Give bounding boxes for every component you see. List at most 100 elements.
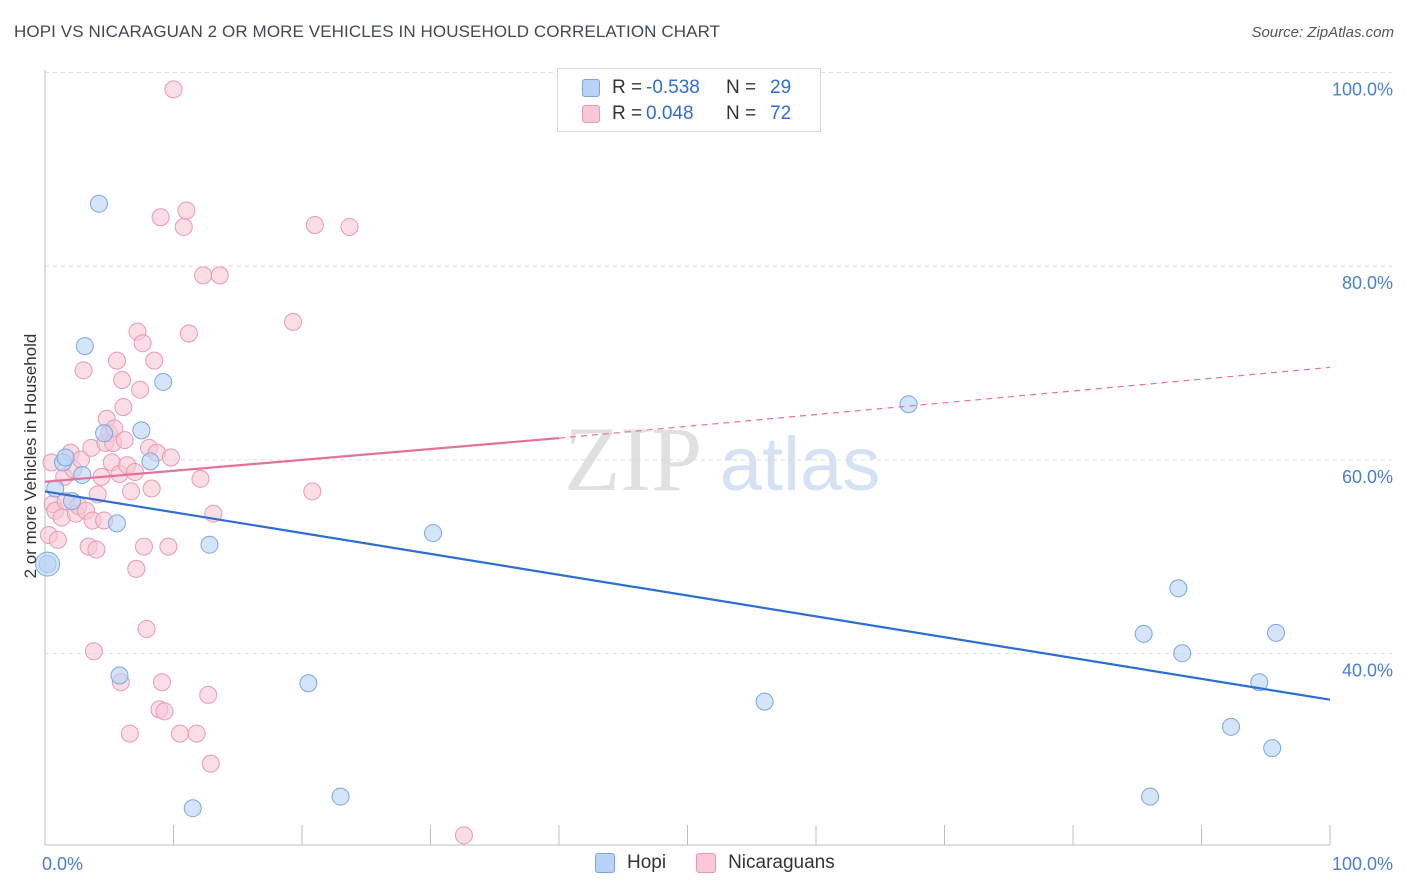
hopi-point — [1169, 579, 1188, 598]
points-layer — [35, 80, 1286, 845]
hopi-point — [141, 452, 160, 471]
nicaraguan-point — [305, 216, 324, 234]
nicaraguan-point — [127, 559, 146, 578]
nicaraguan-point — [137, 619, 156, 638]
nicaraguan-point — [145, 351, 164, 370]
hopi-point — [75, 337, 94, 356]
nicaraguan-point — [303, 482, 322, 501]
nicaraguan-point — [87, 540, 106, 559]
hopi-point — [755, 692, 774, 711]
nicaraguan-point — [194, 266, 213, 285]
nicaraguan-point — [74, 361, 93, 380]
hopi-swatch — [595, 853, 615, 873]
n-value: 72 — [770, 103, 792, 124]
hopi-point — [35, 551, 61, 577]
nicaraguan-point — [151, 208, 170, 227]
legend-label-nicaraguans: Nicaraguans — [728, 852, 835, 873]
nicaraguans-swatch — [582, 105, 600, 123]
nicaraguan-point — [174, 217, 193, 236]
legend-item-hopi[interactable]: Hopi — [595, 852, 666, 874]
nicaraguan-point — [191, 469, 210, 488]
nicaraguan-point — [152, 673, 171, 692]
legend-row-nicaraguans: R = 0.048 N = 72 — [582, 102, 791, 126]
nicaraguan-point — [113, 371, 132, 389]
nicaraguan-point — [48, 530, 67, 549]
nicaraguans-swatch — [696, 853, 717, 873]
nicaraguan-point — [131, 380, 150, 399]
hopi-point — [1134, 624, 1153, 643]
hopi-point — [154, 372, 173, 391]
nicaraguan-point — [164, 80, 183, 99]
watermark-zip: ZIP — [564, 408, 702, 510]
hopi-point — [183, 799, 202, 818]
chart-title: HOPI VS NICARAGUAN 2 OR MORE VEHICLES IN… — [14, 22, 721, 41]
series-legend: Hopi Nicaraguans — [595, 852, 865, 874]
y-tick-label: 60.0% — [1342, 467, 1393, 487]
hopi-point — [331, 787, 350, 806]
r-label: R = — [612, 77, 643, 98]
nicaraguan-point — [199, 685, 218, 704]
hopi-point — [89, 194, 108, 213]
hopi-point — [424, 524, 443, 543]
r-value: 0.048 — [646, 103, 694, 124]
hopi-point — [1141, 787, 1160, 806]
nicaraguan-point — [161, 448, 180, 467]
hopi-point — [1173, 644, 1192, 663]
nicaraguan-point — [179, 324, 198, 343]
nicaraguan-point — [177, 201, 196, 220]
legend-label-hopi: Hopi — [627, 852, 667, 873]
y-tick-label: 100.0% — [1332, 79, 1393, 99]
n-label: N = — [726, 103, 757, 124]
hopi-point — [110, 666, 129, 685]
hopi-point — [56, 448, 75, 467]
nicaraguan-point — [134, 537, 153, 556]
nicaraguan-point — [210, 266, 229, 285]
legend-item-nicaraguans[interactable]: Nicaraguans — [696, 852, 835, 874]
nicaraguan-point — [122, 482, 141, 501]
hopi-point — [1267, 623, 1286, 642]
nicaraguan-point — [454, 826, 473, 845]
tick-labels: 40.0% 60.0% 80.0% 100.0% 0.0% 100.0% — [42, 79, 1393, 874]
nicaraguan-point — [170, 724, 189, 743]
y-tick-label: 80.0% — [1342, 273, 1393, 293]
y-axis-label: 2 or more Vehicles in Household — [21, 334, 40, 579]
grid-layer — [45, 71, 1392, 655]
nicaraguan-point — [120, 724, 139, 743]
nicaraguan-point — [284, 312, 303, 331]
nicaraguan-point — [125, 463, 144, 482]
n-value: 29 — [770, 77, 792, 98]
nicaraguan-point — [84, 642, 103, 661]
watermark-atlas: atlas — [720, 422, 881, 507]
trend-layer — [44, 366, 1331, 701]
nicaraguan-trend-extension — [558, 366, 1331, 439]
nicaraguan-point — [115, 431, 134, 450]
hopi-point — [132, 421, 151, 440]
nicaraguan-point — [340, 217, 359, 236]
nicaraguan-trend-line — [44, 437, 560, 483]
y-tick-label: 40.0% — [1342, 661, 1393, 681]
stats-legend: R = -0.538 N = 29 R = 0.048 N = 72 — [557, 68, 821, 132]
hopi-swatch — [582, 79, 600, 97]
n-label: N = — [726, 77, 757, 98]
hopi-point — [107, 514, 126, 533]
hopi-point — [899, 395, 918, 414]
hopi-point — [200, 535, 219, 554]
nicaraguan-point — [201, 754, 220, 773]
nicaraguan-point — [155, 702, 174, 721]
nicaraguan-point — [107, 351, 126, 370]
nicaraguan-point — [187, 724, 206, 743]
watermark: ZIP atlas — [564, 408, 880, 510]
x-tick-label: 100.0% — [1332, 854, 1393, 874]
hopi-point — [95, 424, 114, 443]
source-credit: Source: ZipAtlas.com — [1251, 24, 1394, 41]
r-label: R = — [612, 103, 643, 124]
legend-row-hopi: R = -0.538 N = 29 — [582, 76, 791, 100]
nicaraguan-point — [159, 537, 178, 556]
hopi-trend-line — [44, 490, 1331, 701]
nicaraguan-point — [133, 334, 152, 353]
hopi-point — [73, 465, 92, 484]
hopi-point — [1222, 717, 1241, 736]
x-tick-label: 0.0% — [42, 854, 83, 874]
nicaraguan-point — [142, 479, 161, 498]
